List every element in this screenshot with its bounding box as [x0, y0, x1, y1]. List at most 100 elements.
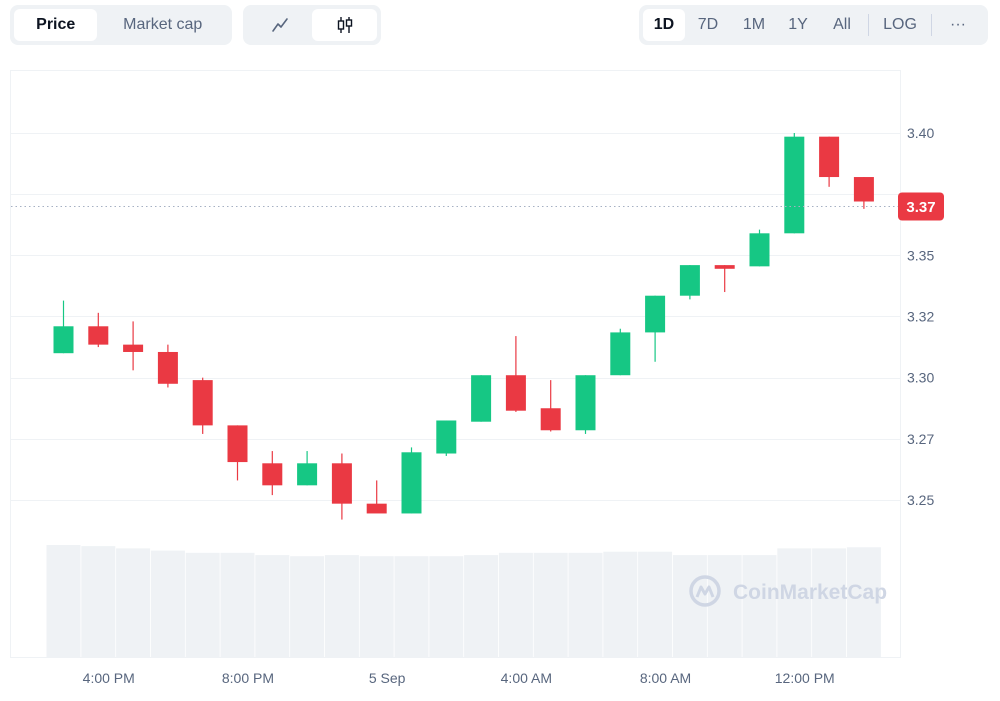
candle-down: [123, 321, 144, 371]
volume-bar: [464, 555, 499, 657]
candle-down: [819, 136, 840, 187]
candle-down: [192, 377, 213, 434]
candle-body: [853, 177, 874, 202]
candle-up: [575, 375, 596, 434]
candlestick-icon: [337, 17, 352, 33]
tab-market-cap[interactable]: Market cap: [123, 16, 203, 33]
candle-body: [645, 295, 666, 333]
current-price-badge: [898, 192, 944, 221]
range-1y-button[interactable]: 1Y: [788, 16, 808, 33]
x-tick-label: 8:00 AM: [640, 670, 691, 686]
range-1d-button[interactable]: 1D: [643, 9, 685, 41]
candle-body: [610, 332, 631, 376]
candle-down: [540, 380, 561, 432]
candle-body: [471, 375, 492, 422]
volume-bar: [394, 556, 429, 657]
range-7d-button[interactable]: 7D: [697, 16, 719, 33]
volume-bar: [568, 552, 603, 657]
candle-body: [714, 265, 735, 269]
volume-bar: [150, 550, 185, 657]
candle-up: [436, 420, 457, 456]
volume-bar: [846, 547, 881, 657]
volume-bar: [603, 551, 638, 657]
y-tick-label: 3.35: [907, 247, 934, 263]
candle-down: [331, 453, 352, 520]
toolbar-divider: [931, 14, 932, 36]
watermark-text: CoinMarketCap: [733, 581, 887, 604]
y-tick-label: 3.30: [907, 370, 934, 386]
x-tick-label: 4:00 PM: [83, 670, 135, 686]
current-price-label: 3.37: [906, 199, 935, 216]
volume-bar: [290, 556, 325, 657]
x-axis: 4:00 PM 8:00 PM 5 Sep 4:00 AM 8:00 AM 12:00 P…: [83, 670, 835, 686]
candle-body: [436, 420, 457, 454]
candle-body: [366, 503, 387, 514]
chart-type-switch: [243, 5, 381, 45]
gridlines: [11, 133, 900, 501]
candle-body: [227, 425, 248, 463]
log-scale-button[interactable]: LOG: [883, 16, 917, 33]
volume-bar: [533, 552, 568, 657]
candle-down: [227, 425, 248, 481]
candle-body: [331, 463, 352, 504]
current-price-line: 3.37: [11, 192, 944, 221]
volume-bar: [185, 552, 220, 657]
line-chart-icon: [271, 18, 288, 32]
tab-price[interactable]: Price: [14, 9, 98, 41]
x-tick-label: 4:00 AM: [501, 670, 552, 686]
x-tick-label: 5 Sep: [369, 670, 406, 686]
volume-bar: [707, 555, 742, 657]
time-range-switch: 1D 7D 1M 1Y All LOG ···: [639, 5, 988, 45]
volume-bar: [638, 551, 673, 657]
candle-down: [714, 265, 735, 293]
candle-down: [88, 312, 109, 348]
y-axis: 3.25 3.27 3.30 3.32 3.35 3.40: [907, 125, 934, 508]
more-options-button[interactable]: ···: [950, 16, 966, 33]
x-tick-label: 12:00 PM: [775, 670, 835, 686]
candle-body: [123, 344, 144, 352]
candle-body: [749, 233, 770, 267]
candle-body: [297, 463, 318, 486]
candle-up: [471, 375, 492, 422]
coinmarketcap-logo-icon: [689, 575, 721, 607]
plot-frame: [10, 70, 901, 658]
x-tick-label: 8:00 PM: [222, 670, 274, 686]
range-1m-button[interactable]: 1M: [742, 16, 766, 33]
candle-up: [610, 328, 631, 376]
candle-up: [749, 229, 770, 267]
volume-bar: [742, 555, 777, 657]
candle-down: [366, 480, 387, 514]
volume-bar: [498, 552, 533, 657]
candle-down: [157, 344, 178, 388]
candle-body: [784, 136, 805, 234]
volume-bar: [255, 555, 290, 657]
candle-body: [679, 265, 700, 296]
candle-down: [853, 177, 874, 209]
volume-bar: [324, 555, 359, 657]
volume-bar: [220, 552, 255, 657]
y-tick-label: 3.32: [907, 309, 934, 325]
y-tick-label: 3.25: [907, 492, 934, 508]
volume-bar: [116, 548, 151, 657]
watermark: CoinMarketCap: [689, 575, 887, 607]
candles: [53, 133, 874, 520]
candle-body: [192, 380, 213, 426]
volume-bar: [359, 556, 394, 657]
volume-bars: [46, 545, 881, 657]
toolbar-divider: [868, 14, 869, 36]
line-chart-button[interactable]: [247, 9, 312, 41]
candlestick-button[interactable]: [312, 9, 377, 41]
candle-up: [401, 447, 422, 514]
candle-up: [297, 451, 318, 486]
y-tick-label: 3.40: [907, 125, 934, 141]
volume-bar: [46, 545, 81, 657]
candle-body: [819, 136, 840, 178]
candle-down: [262, 451, 283, 496]
candle-body: [505, 375, 526, 411]
range-all-button[interactable]: All: [833, 16, 851, 33]
candle-body: [262, 463, 283, 486]
candle-body: [575, 375, 596, 431]
y-tick-label: 3.27: [907, 431, 934, 447]
candle-body: [88, 326, 109, 345]
